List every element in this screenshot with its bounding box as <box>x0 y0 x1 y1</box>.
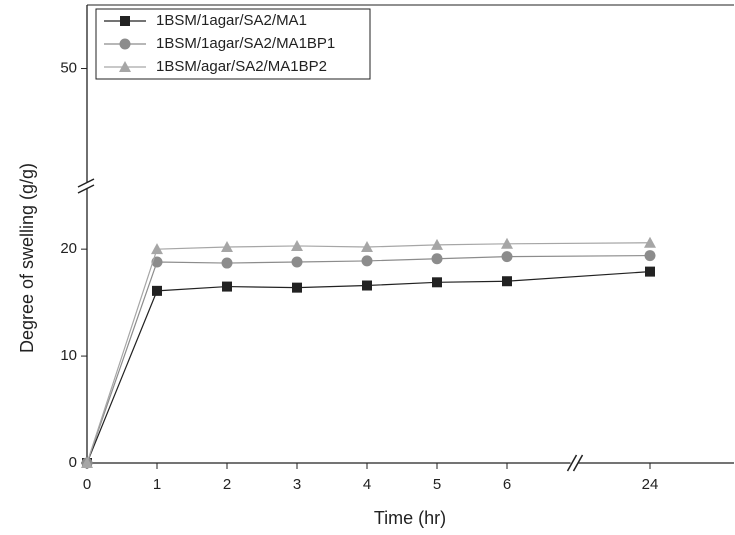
y-tick-label: 0 <box>69 454 77 471</box>
x-tick-label: 4 <box>363 476 371 493</box>
data-point <box>292 256 303 267</box>
x-tick-label: 5 <box>433 476 441 493</box>
y-tick-label: 10 <box>60 347 77 364</box>
data-point <box>362 281 372 291</box>
data-point <box>645 267 655 277</box>
data-point <box>502 276 512 286</box>
legend-label: 1BSM/1agar/SA2/MA1 <box>156 12 307 29</box>
series-line <box>87 272 650 463</box>
y-tick-label: 20 <box>60 240 77 257</box>
data-point <box>222 282 232 292</box>
chart: Time (hr) Degree of swelling (g/g) 01020… <box>0 0 735 530</box>
y-tick-label: 50 <box>60 59 77 76</box>
data-point <box>645 250 656 261</box>
x-tick-label: 24 <box>642 476 659 493</box>
data-point <box>432 253 443 264</box>
data-point <box>362 255 373 266</box>
data-point <box>292 283 302 293</box>
data-point <box>222 258 233 269</box>
x-axis-label: Time (hr) <box>374 508 446 528</box>
legend-label: 1BSM/agar/SA2/MA1BP2 <box>156 58 327 75</box>
y-axis-label: Degree of swelling (g/g) <box>17 163 37 353</box>
legend-marker <box>120 39 131 50</box>
x-tick-label: 3 <box>293 476 301 493</box>
data-point <box>152 286 162 296</box>
data-point <box>502 251 513 262</box>
legend-marker <box>120 16 130 26</box>
x-tick-label: 1 <box>153 476 161 493</box>
series-line <box>87 243 650 463</box>
data-point <box>432 277 442 287</box>
x-tick-label: 0 <box>83 476 91 493</box>
legend-label: 1BSM/1agar/SA2/MA1BP1 <box>156 35 335 52</box>
x-tick-label: 2 <box>223 476 231 493</box>
x-tick-label: 6 <box>503 476 511 493</box>
